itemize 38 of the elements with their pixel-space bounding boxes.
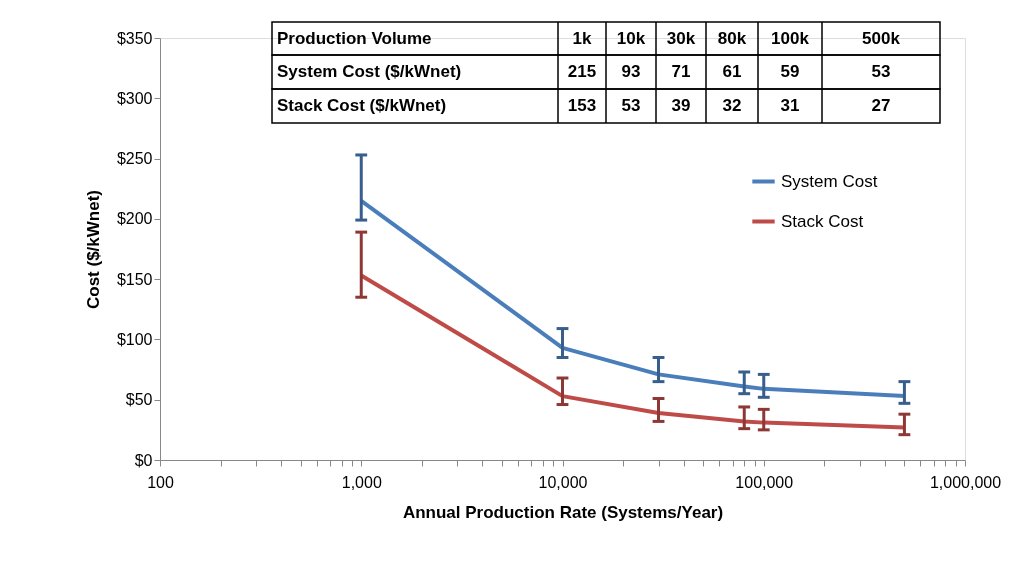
annotation: 71 (671, 62, 691, 81)
annotation: 59 (780, 62, 800, 81)
annotation: 32 (722, 96, 742, 115)
annotation: 53 (871, 62, 891, 81)
annotation: 80k (717, 28, 747, 48)
x-tick-label: 1,000,000 (929, 473, 1002, 491)
annotation: 53 (621, 96, 641, 115)
y-tick-label: $150 (116, 270, 153, 288)
x-tick-label: 100 (147, 473, 174, 491)
annotation: 500k (862, 28, 901, 48)
y-tick-label: $350 (116, 29, 153, 47)
annotation: 100k (771, 28, 810, 48)
annotation: 31 (780, 96, 800, 115)
annotation: 215 (567, 62, 597, 81)
x-tick-label: 1,000 (341, 473, 382, 491)
annotation: 27 (871, 96, 891, 115)
annotation: 30k (666, 28, 696, 48)
y-tick-label: $200 (116, 210, 153, 228)
annotation: 153 (567, 96, 597, 115)
y-tick-label: $100 (116, 330, 153, 348)
y-tick-label: $300 (116, 89, 153, 107)
y-tick-label: $250 (116, 150, 153, 168)
legend-label: System Cost (781, 171, 878, 191)
annotation: System Cost ($/kWnet) (277, 62, 462, 81)
annotation: 93 (621, 62, 641, 81)
annotation: Stack Cost ($/kWnet) (277, 96, 447, 115)
annotation: Production Volume (277, 28, 432, 48)
legend-label: Stack Cost (781, 211, 864, 231)
x-tick-label: 100,000 (735, 473, 794, 491)
annotation: 61 (722, 62, 742, 81)
y-tick-label: $50 (125, 391, 153, 409)
annotation: 39 (671, 96, 691, 115)
x-axis-title: Annual Production Rate (Systems/Year) (402, 502, 724, 522)
y-tick-label: $0 (134, 451, 153, 469)
y-axis-title: Cost ($/kWnet) (83, 190, 103, 309)
annotation: 10k (616, 28, 646, 48)
annotation: 1k (572, 28, 592, 48)
x-tick-label: 10,000 (538, 473, 588, 491)
